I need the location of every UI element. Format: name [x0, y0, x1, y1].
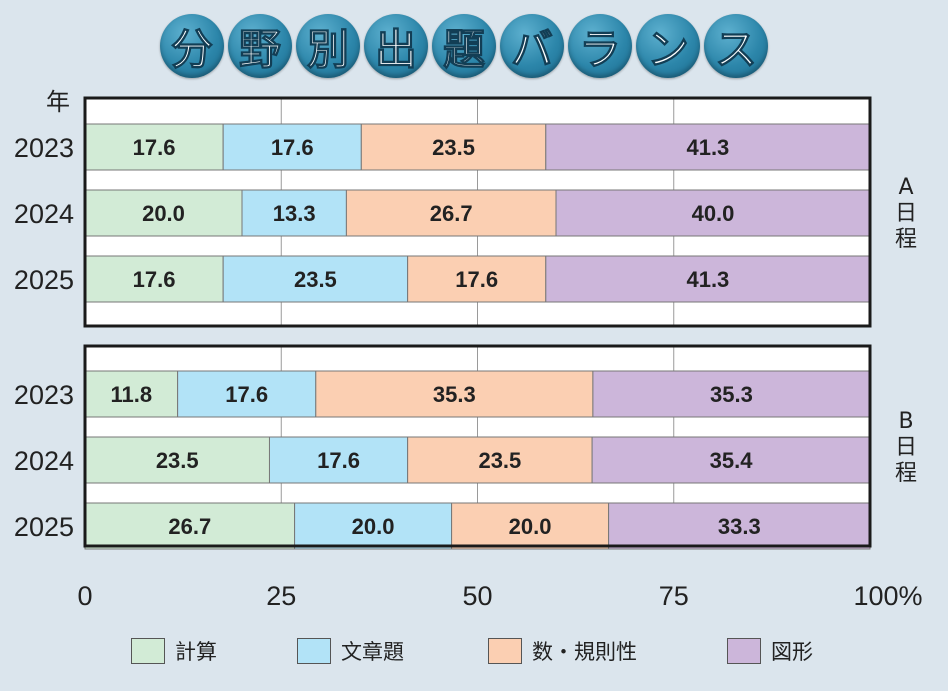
- legend-item: 計算: [131, 636, 217, 666]
- data-label: 17.6: [133, 267, 176, 292]
- data-label: 23.5: [294, 267, 337, 292]
- bar-segment: [84, 189, 243, 237]
- data-label: 11.8: [111, 382, 153, 407]
- bar-segment: [407, 436, 593, 484]
- panel-label-char: B: [898, 409, 913, 434]
- legend-item: 図形: [727, 636, 813, 666]
- data-label: 17.6: [317, 448, 360, 473]
- legend-swatch: [488, 638, 522, 664]
- bar-segment: [84, 123, 224, 171]
- year-tick-label: 2023: [14, 133, 74, 163]
- bar-segment: [591, 436, 871, 484]
- year-tick-label: 2025: [14, 512, 74, 542]
- x-tick-label: 0: [77, 581, 92, 611]
- bar-segment: [294, 502, 453, 550]
- data-label: 17.6: [271, 135, 314, 160]
- data-label: 35.3: [710, 382, 753, 407]
- year-tick-label: 2023: [14, 380, 74, 410]
- bar-segment: [545, 255, 871, 303]
- x-tick-label: 75: [659, 581, 689, 611]
- bar-segment: [177, 370, 317, 418]
- chart-plot: 年 17.6 17.6 23.5 41.3 2023 20.0 13.3 26.7 40.0 202…: [14, 88, 923, 611]
- legend-label: 数・規則性: [532, 640, 637, 664]
- legend-swatch: [727, 638, 761, 664]
- bar-segment: [545, 123, 871, 171]
- x-tick-label: 50: [462, 581, 492, 611]
- year-tick-label: 2024: [14, 446, 74, 476]
- bar-segment: [555, 189, 871, 237]
- data-label: 33.3: [718, 514, 761, 539]
- data-label: 20.0: [509, 514, 552, 539]
- title-char: 分: [160, 14, 224, 78]
- bar-segment: [84, 255, 224, 303]
- legend-label: 文章題: [341, 640, 404, 664]
- title-char: 別: [296, 14, 360, 78]
- bar-segment: [241, 189, 347, 237]
- bar-segment: [407, 255, 547, 303]
- legend-label: 図形: [771, 640, 813, 664]
- legend: 計算 文章題 数・規則性 図形: [0, 632, 948, 672]
- bar-segment: [84, 436, 270, 484]
- title-char: ラ: [568, 14, 632, 78]
- panel-label-char: 日: [895, 201, 917, 226]
- title-char: 題: [432, 14, 496, 78]
- bar-segment: [360, 123, 547, 171]
- data-label: 13.3: [273, 201, 316, 226]
- data-label: 23.5: [478, 448, 521, 473]
- panel-frame: [83, 96, 872, 328]
- bar-segment: [222, 255, 409, 303]
- data-label: 17.6: [455, 267, 498, 292]
- data-label: 41.3: [686, 267, 729, 292]
- bar-segment: [345, 189, 557, 237]
- data-label: 20.0: [142, 201, 185, 226]
- bar-segment: [222, 123, 362, 171]
- legend-item: 数・規則性: [488, 636, 637, 666]
- panel-label-char: 日: [895, 435, 917, 460]
- bar-segment: [268, 436, 409, 484]
- title-char: ス: [704, 14, 768, 78]
- bar-segment: [592, 370, 871, 418]
- legend-swatch: [297, 638, 331, 664]
- data-label: 23.5: [432, 135, 475, 160]
- title-char: 出: [364, 14, 428, 78]
- panel-label-char: 程: [895, 461, 917, 486]
- legend-swatch: [131, 638, 165, 664]
- data-label: 26.7: [430, 201, 473, 226]
- data-label: 17.6: [225, 382, 268, 407]
- panel-label-char: 程: [895, 227, 917, 252]
- data-label: 20.0: [352, 514, 395, 539]
- legend-item: 文章題: [297, 636, 404, 666]
- bar-segment: [84, 502, 296, 550]
- data-label: 35.4: [710, 448, 754, 473]
- legend-label: 計算: [175, 640, 217, 664]
- title-char: 野: [228, 14, 292, 78]
- title-char: ン: [636, 14, 700, 78]
- panel-frame: [83, 344, 872, 548]
- panel-label-char: A: [898, 175, 913, 200]
- data-label: 35.3: [433, 382, 476, 407]
- title-char: バ: [500, 14, 564, 78]
- bar-segment: [608, 502, 871, 550]
- data-label: 40.0: [692, 201, 735, 226]
- data-label: 41.3: [686, 135, 729, 160]
- year-tick-label: 2025: [14, 265, 74, 295]
- chart-title: 分野別出題バランス: [160, 14, 768, 84]
- bar-segment: [451, 502, 610, 550]
- x-tick-label: 25: [266, 581, 296, 611]
- data-label: 26.7: [168, 514, 211, 539]
- data-label: 23.5: [156, 448, 199, 473]
- year-tick-label: 2024: [14, 199, 74, 229]
- data-label: 17.6: [133, 135, 176, 160]
- year-axis-label: 年: [46, 88, 70, 116]
- x-tick-label: 100%: [853, 581, 922, 611]
